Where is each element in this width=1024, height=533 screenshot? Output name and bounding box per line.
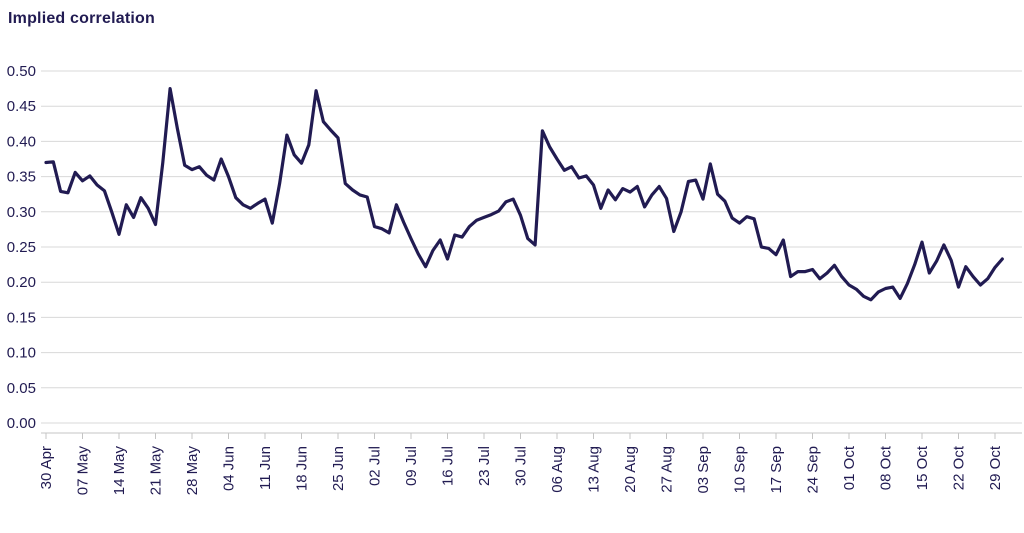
y-tick-label: 0.40 <box>7 133 36 150</box>
y-tick-label: 0.50 <box>7 63 36 80</box>
x-tick-label: 17 Sep <box>768 446 785 494</box>
x-tick-label: 02 Jul <box>367 446 384 486</box>
x-tick-label: 04 Jun <box>221 446 238 491</box>
y-tick-label: 0.20 <box>7 274 36 291</box>
x-tick-label: 20 Aug <box>622 446 639 493</box>
x-tick-label: 10 Sep <box>732 446 749 494</box>
x-tick-label: 07 May <box>75 446 92 496</box>
y-tick-label: 0.45 <box>7 98 36 115</box>
x-tick-label: 29 Oct <box>987 445 1004 490</box>
x-tick-label: 06 Aug <box>549 446 566 493</box>
x-tick-label: 23 Jul <box>476 446 493 486</box>
series-line <box>44 86 1004 302</box>
y-tick-label: 0.25 <box>7 239 36 256</box>
x-tick-label: 30 Apr <box>38 446 55 489</box>
x-tick-label: 28 May <box>184 446 201 496</box>
x-tick-label: 21 May <box>148 446 165 496</box>
y-tick-label: 0.15 <box>7 309 36 326</box>
x-tick-label: 13 Aug <box>586 446 603 493</box>
x-tick-label: 15 Oct <box>914 445 931 490</box>
x-tick-label: 18 Jun <box>294 446 311 491</box>
y-tick-label: 0.35 <box>7 169 36 186</box>
y-tick-label: 0.00 <box>7 415 36 432</box>
x-tick-label: 14 May <box>111 446 128 496</box>
x-tick-label: 27 Aug <box>659 446 676 493</box>
x-tick-label: 30 Jul <box>513 446 530 486</box>
y-tick-label: 0.10 <box>7 345 36 362</box>
x-tick-label: 08 Oct <box>878 445 895 490</box>
x-tick-label: 09 Jul <box>403 446 420 486</box>
x-tick-label: 11 Jun <box>257 446 274 490</box>
x-tick-label: 16 Jul <box>440 446 457 486</box>
x-tick-label: 03 Sep <box>695 446 712 494</box>
x-tick-label: 22 Oct <box>951 445 968 490</box>
x-tick-label: 24 Sep <box>805 446 822 494</box>
chart-title: Implied correlation <box>8 10 155 27</box>
y-tick-label: 0.05 <box>7 380 36 397</box>
x-tick-label: 25 Jun <box>330 446 347 491</box>
x-tick-label: 01 Oct <box>841 445 858 490</box>
y-tick-label: 0.30 <box>7 204 36 221</box>
